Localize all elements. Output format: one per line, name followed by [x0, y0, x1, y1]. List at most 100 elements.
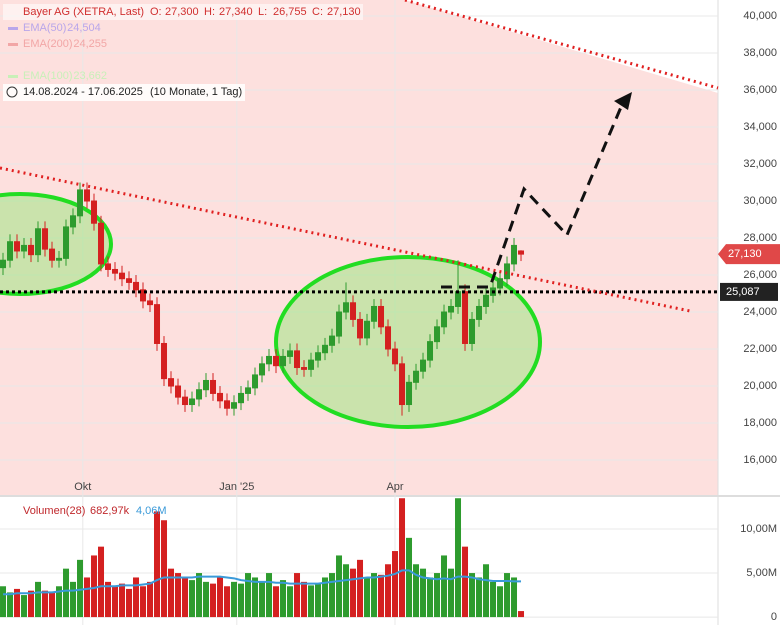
volume-bar: [315, 583, 322, 618]
legend-swatch: [8, 75, 18, 78]
y-tick-label: 10,00M: [740, 523, 777, 535]
candle-body: [133, 281, 140, 291]
volume-bar: [161, 520, 168, 618]
candle-body: [511, 244, 518, 265]
volume-bar: [518, 611, 525, 618]
volume-bar: [476, 577, 483, 618]
volume-bar: [147, 581, 154, 618]
projection-arrow: [441, 99, 626, 289]
volume-bar: [63, 568, 70, 618]
candle-body: [231, 402, 238, 409]
candle-body: [203, 379, 210, 391]
candle-body: [238, 392, 245, 404]
candle-body: [462, 291, 469, 344]
volume-bar: [140, 586, 147, 618]
y-tick-label: 32,000: [743, 158, 777, 170]
legend-name: EMA(200): [23, 38, 73, 50]
volume-bar: [119, 583, 126, 618]
candle-body: [336, 311, 343, 337]
y-tick-label: 20,000: [743, 380, 777, 392]
channel-area: [0, 0, 718, 495]
candle-body: [469, 318, 476, 344]
candle-body: [7, 241, 14, 261]
volume-bar: [35, 581, 42, 618]
legend-swatch: [8, 43, 18, 46]
price-tag-bg: [720, 282, 778, 301]
volume-bar: [42, 590, 49, 618]
volume-bar: [329, 573, 336, 618]
y-tick-label: 34,000: [743, 121, 777, 133]
clock-icon: [6, 86, 18, 98]
candle-body: [105, 263, 112, 270]
candle-body: [483, 294, 490, 307]
candle-body: [182, 396, 189, 406]
volume-bar: [231, 581, 238, 618]
volume-bar: [154, 511, 161, 618]
candle-body: [175, 385, 182, 398]
candle-body: [364, 320, 371, 339]
volume-bar: [70, 581, 77, 618]
volume-bar: [280, 580, 287, 618]
candle-body: [294, 350, 301, 369]
x-tick-label: Okt: [74, 481, 91, 493]
candle-body: [406, 381, 413, 406]
arrow-head: [614, 92, 632, 110]
volume-bar: [7, 592, 14, 618]
candle-body: [420, 359, 427, 372]
ohlc-name: H:: [204, 6, 215, 18]
candle-body: [21, 244, 28, 252]
candle-body: [63, 226, 70, 259]
volume-avg: 4,06M: [136, 505, 167, 517]
legend-bg: [3, 4, 363, 20]
x-tick-label: Apr: [386, 481, 403, 493]
legend-value: 24,504: [67, 22, 101, 34]
volume-bar: [182, 577, 189, 618]
y-tick-label: 16,000: [743, 454, 777, 466]
volume-bar: [84, 577, 91, 618]
volume-bar: [56, 586, 63, 618]
legend-name: EMA(50): [23, 22, 66, 34]
volume-bar: [427, 577, 434, 618]
y-tick-label: 38,000: [743, 47, 777, 59]
volume-bar: [21, 595, 28, 618]
candle-body: [217, 392, 224, 402]
volume-bar: [287, 586, 294, 618]
volume-bar: [28, 590, 35, 618]
volume-bar: [133, 577, 140, 618]
candle-body: [427, 341, 434, 361]
candle-body: [28, 244, 35, 256]
candle-body: [287, 350, 294, 357]
legend-value: 24,255: [73, 38, 107, 50]
ohlc-value: 26,755: [273, 6, 307, 18]
candle-body: [371, 305, 378, 322]
volume-bar: [224, 586, 231, 618]
candle-body: [385, 326, 392, 350]
volume-bar: [49, 592, 56, 618]
candle-body: [413, 370, 420, 383]
y-tick-label: 40,000: [743, 10, 777, 22]
candle-body: [280, 355, 287, 367]
volume-bar: [238, 583, 245, 618]
ohlc-value: 27,300: [165, 6, 199, 18]
highlight-ellipse: [0, 192, 113, 296]
price-tag: 27,130: [728, 248, 762, 260]
candle-body: [154, 304, 161, 344]
candle-body: [77, 189, 84, 217]
volume-bar: [385, 564, 392, 618]
volume-bar: [266, 573, 273, 618]
candle-body: [434, 326, 441, 343]
volume-bar: [336, 555, 343, 618]
price-tag: 25,087: [726, 286, 760, 298]
volume-bar: [273, 586, 280, 618]
price-tag-bg: [718, 244, 780, 265]
volume-bar: [91, 555, 98, 618]
volume-bar: [126, 588, 133, 618]
volume-bar: [490, 581, 497, 618]
volume-bar: [301, 581, 308, 618]
volume-bar: [0, 586, 7, 618]
volume-bar: [105, 581, 112, 618]
candle-body: [161, 342, 168, 380]
y-tick-label: 24,000: [743, 306, 777, 318]
candle-body: [140, 289, 147, 302]
